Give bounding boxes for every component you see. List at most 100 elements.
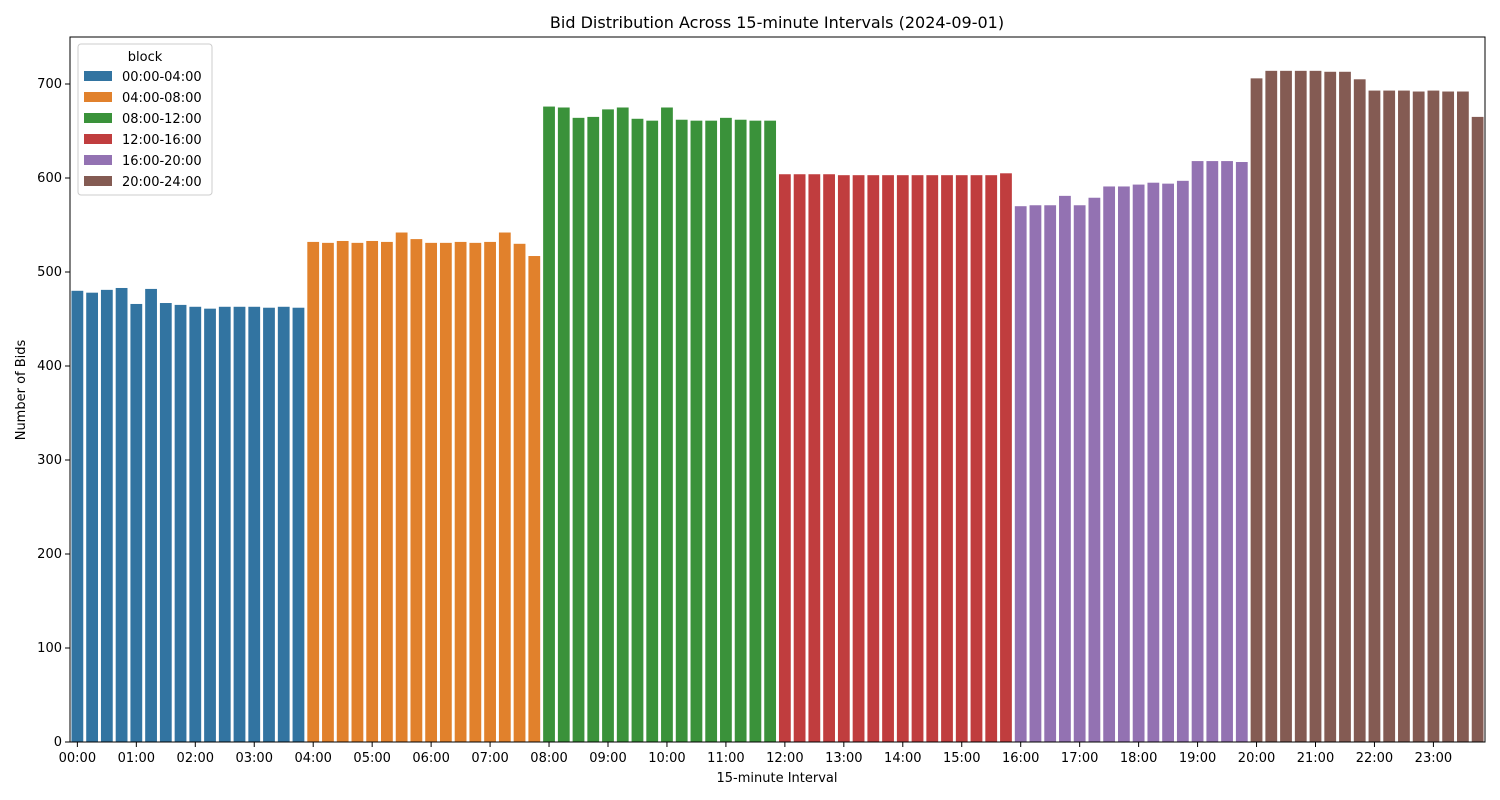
bar: [218, 306, 231, 742]
bar: [130, 303, 143, 742]
legend-swatch: [84, 155, 112, 165]
y-axis-ticks: 0 100 200 300 400 500 600 700: [37, 77, 70, 750]
bar: [366, 240, 379, 743]
bar: [248, 306, 261, 742]
bar: [941, 175, 953, 742]
bar: [1427, 90, 1440, 742]
bar: [690, 120, 703, 742]
legend-label: 00:00-04:00: [122, 70, 202, 85]
x-tick-label: 10:00: [648, 751, 685, 766]
bar: [985, 175, 998, 742]
bar: [513, 243, 526, 743]
bar: [1471, 116, 1484, 742]
bar: [469, 242, 482, 743]
bar: [823, 174, 835, 743]
bar: [115, 287, 128, 742]
bars-group: [71, 70, 1484, 743]
bar: [425, 242, 438, 743]
bar: [1132, 184, 1145, 742]
bar: [484, 241, 496, 743]
bar: [1265, 70, 1278, 743]
y-tick-label: 700: [37, 77, 62, 92]
plot-frame: [69, 36, 1486, 743]
bar: [764, 120, 777, 742]
y-axis-title: Number of Bids: [14, 339, 29, 440]
bar: [852, 175, 865, 742]
legend-title: block: [128, 50, 163, 65]
x-tick-label: 07:00: [471, 751, 508, 766]
x-tick-label: 18:00: [1120, 751, 1157, 766]
bar: [911, 175, 924, 742]
x-tick-label: 03:00: [236, 751, 273, 766]
bar: [307, 241, 320, 743]
legend-label: 04:00-08:00: [122, 91, 202, 106]
x-tick-label: 14:00: [884, 751, 921, 766]
bar: [808, 174, 821, 743]
x-tick-label: 06:00: [412, 751, 449, 766]
bar: [454, 241, 467, 743]
x-tick-label: 09:00: [589, 751, 626, 766]
bar: [1162, 183, 1174, 742]
x-tick-label: 22:00: [1356, 751, 1393, 766]
bar: [1339, 71, 1351, 742]
bar: [926, 175, 939, 742]
bar: [1014, 206, 1027, 742]
x-tick-label: 00:00: [59, 751, 96, 766]
x-tick-label: 16:00: [1002, 751, 1039, 766]
bar: [1368, 90, 1381, 742]
bar: [1309, 70, 1322, 743]
bar: [71, 290, 84, 742]
x-axis-ticks: 00:00 01:00 02:00 03:00 04:00 05:00 06:00 07:00…: [59, 742, 1452, 766]
bar: [322, 242, 334, 743]
bar: [381, 241, 393, 743]
bar: [145, 288, 157, 742]
bar: [896, 175, 909, 742]
bar: [1176, 180, 1189, 742]
bar: [1147, 182, 1160, 742]
legend-label: 16:00-20:00: [122, 154, 202, 169]
bar: [1103, 186, 1116, 742]
bar: [543, 106, 555, 742]
bar: [1206, 161, 1219, 742]
bar: [837, 175, 850, 742]
legend-swatch: [84, 113, 112, 123]
bar: [439, 242, 452, 743]
legend-label: 08:00-12:00: [122, 112, 202, 127]
bar: [1398, 90, 1410, 742]
x-tick-label: 01:00: [118, 751, 155, 766]
y-tick-label: 500: [37, 265, 62, 280]
bar: [675, 119, 688, 743]
bar: [233, 306, 246, 742]
bar: [602, 109, 614, 742]
bar: [778, 174, 791, 743]
legend-entries: 00:00-04:00 04:00-08:00 08:00-12:00 12:00-1…: [84, 70, 202, 190]
bar: [661, 107, 673, 742]
bar: [587, 116, 600, 742]
bar: [631, 118, 644, 742]
y-tick-label: 0: [54, 735, 62, 750]
bar: [1191, 161, 1204, 742]
bar: [1456, 91, 1469, 742]
bar: [1088, 197, 1101, 743]
bar: [1221, 161, 1233, 742]
legend: block 00:00-04:00 04:00-08:00 08:00-12:00 1…: [77, 43, 213, 196]
bar: [1383, 90, 1396, 742]
bar: [410, 239, 423, 742]
legend-swatch: [84, 134, 112, 144]
bar: [159, 303, 172, 742]
legend-swatch: [84, 92, 112, 102]
bar: [498, 232, 511, 742]
bar: [1324, 71, 1337, 742]
bar: [882, 175, 894, 742]
bar: [189, 306, 202, 742]
bar: [1235, 162, 1248, 742]
bar: [955, 175, 968, 742]
bar: [749, 120, 762, 742]
x-tick-label: 15:00: [943, 751, 980, 766]
x-tick-label: 11:00: [707, 751, 744, 766]
bar: [1059, 195, 1071, 743]
x-tick-label: 23:00: [1415, 751, 1452, 766]
x-tick-label: 20:00: [1238, 751, 1275, 766]
legend-swatch: [84, 176, 112, 186]
y-tick-label: 100: [37, 641, 62, 656]
